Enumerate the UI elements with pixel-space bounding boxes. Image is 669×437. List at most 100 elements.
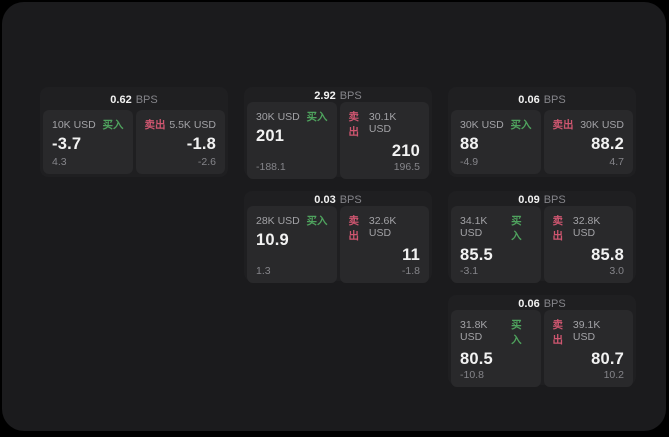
buy-panel-top: 30K USD 买入 xyxy=(460,117,532,132)
sell-side-label: 卖出 xyxy=(144,119,166,131)
sell-panel-top: 卖出 32.6K USD xyxy=(349,213,421,243)
panels-row: 34.1K USD 买入 85.5 -3.1 卖出 32.8K USD 85.8… xyxy=(451,206,633,283)
sell-size-label: 32.6K USD xyxy=(368,215,397,239)
quote-card: 0.06 BPS 31.8K USD 买入 80.5 -10.8 卖出 39.1… xyxy=(448,295,636,387)
sell-size-label: 30.1K USD xyxy=(368,111,397,135)
buy-side-label: 买入 xyxy=(511,319,522,346)
sell-panel-top: 卖出 39.1K USD xyxy=(553,317,625,347)
buy-price: -3.7 xyxy=(52,135,82,153)
bps-suffix: BPS xyxy=(543,94,566,106)
buy-price: 85.5 xyxy=(460,246,493,264)
card-bps-header: 2.92 BPS xyxy=(247,90,429,102)
buy-size-label: 30K USD xyxy=(460,119,504,131)
sell-delta: -1.8 xyxy=(401,265,420,277)
sell-side-label: 卖出 xyxy=(552,119,574,131)
panels-row: 30K USD 买入 88 -4.9 卖出 30K USD 88.2 4.7 xyxy=(451,110,633,174)
buy-price: 10.9 xyxy=(256,231,289,249)
sell-size-label: 32.8K USD xyxy=(572,215,601,239)
sell-delta: 3.0 xyxy=(609,265,624,277)
bps-value: 0.06 xyxy=(518,94,540,106)
buy-side-label: 买入 xyxy=(306,215,328,227)
card-bps-header: 0.06 BPS xyxy=(451,90,633,110)
card-bps-header: 0.03 BPS xyxy=(247,194,429,206)
buy-panel[interactable]: 30K USD 买入 201 -188.1 xyxy=(247,102,337,179)
buy-size-label: 31.8K USD xyxy=(460,319,488,343)
panels-row: 10K USD 买入 -3.7 4.3 卖出 5.5K USD -1.8 -2.… xyxy=(43,110,225,174)
quote-card: 0.09 BPS 34.1K USD 买入 85.5 -3.1 卖出 32.8K… xyxy=(448,191,636,283)
quote-cards-grid: 0.62 BPS 10K USD 买入 -3.7 4.3 卖出 5.5K USD xyxy=(40,87,636,387)
buy-panel[interactable]: 10K USD 买入 -3.7 4.3 xyxy=(43,110,133,174)
card-bps-header: 0.62 BPS xyxy=(43,90,225,110)
buy-panel-top: 28K USD 买入 xyxy=(256,213,328,228)
buy-delta: 1.3 xyxy=(256,265,271,277)
sell-delta: 10.2 xyxy=(603,369,624,381)
sell-size-label: 30K USD xyxy=(580,119,624,131)
buy-delta: -4.9 xyxy=(460,156,479,168)
buy-panel[interactable]: 28K USD 买入 10.9 1.3 xyxy=(247,206,337,283)
bps-suffix: BPS xyxy=(135,94,158,106)
app-container: 0.62 BPS 10K USD 买入 -3.7 4.3 卖出 5.5K USD xyxy=(2,2,666,431)
sell-panel[interactable]: 卖出 32.6K USD 11 -1.8 xyxy=(339,206,429,283)
sell-panel[interactable]: 卖出 30K USD 88.2 4.7 xyxy=(543,110,633,174)
buy-size-label: 28K USD xyxy=(256,215,300,227)
buy-panel-top: 30K USD 买入 xyxy=(256,109,328,124)
bps-value: 0.03 xyxy=(314,194,336,206)
sell-size-label: 39.1K USD xyxy=(572,319,601,343)
panels-row: 31.8K USD 买入 80.5 -10.8 卖出 39.1K USD 80.… xyxy=(451,310,633,387)
sell-panel[interactable]: 卖出 30.1K USD 210 196.5 xyxy=(339,102,429,179)
buy-delta: -10.8 xyxy=(460,369,484,381)
buy-side-label: 买入 xyxy=(510,119,532,131)
buy-side-label: 买入 xyxy=(102,119,124,131)
buy-delta: -3.1 xyxy=(460,265,479,277)
buy-price: 80.5 xyxy=(460,350,493,368)
sell-price: -1.8 xyxy=(186,135,216,153)
quote-card: 2.92 BPS 30K USD 买入 201 -188.1 卖出 30.1K … xyxy=(244,87,432,179)
sell-panel-top: 卖出 30.1K USD xyxy=(349,109,421,139)
buy-panel-top: 31.8K USD 买入 xyxy=(460,317,532,347)
sell-size-label: 5.5K USD xyxy=(169,119,216,131)
sell-side-label: 卖出 xyxy=(348,215,360,242)
card-bps-header: 0.06 BPS xyxy=(451,298,633,310)
sell-panel-top: 卖出 30K USD xyxy=(553,117,625,132)
sell-price: 11 xyxy=(402,246,420,264)
sell-panel-top: 卖出 32.8K USD xyxy=(553,213,625,243)
buy-panel[interactable]: 34.1K USD 买入 85.5 -3.1 xyxy=(451,206,541,283)
card-bps-header: 0.09 BPS xyxy=(451,194,633,206)
sell-panel[interactable]: 卖出 39.1K USD 80.7 10.2 xyxy=(543,310,633,387)
sell-delta: -2.6 xyxy=(197,156,216,168)
buy-side-label: 买入 xyxy=(511,215,522,242)
sell-panel[interactable]: 卖出 5.5K USD -1.8 -2.6 xyxy=(135,110,225,174)
buy-size-label: 34.1K USD xyxy=(460,215,488,239)
bps-value: 0.62 xyxy=(110,94,132,106)
buy-size-label: 10K USD xyxy=(52,119,96,131)
quote-card: 0.03 BPS 28K USD 买入 10.9 1.3 卖出 32.6K US… xyxy=(244,191,432,283)
sell-panel[interactable]: 卖出 32.8K USD 85.8 3.0 xyxy=(543,206,633,283)
buy-panel[interactable]: 30K USD 买入 88 -4.9 xyxy=(451,110,541,174)
buy-panel-top: 10K USD 买入 xyxy=(52,117,124,132)
sell-panel-top: 卖出 5.5K USD xyxy=(145,117,217,132)
panels-row: 28K USD 买入 10.9 1.3 卖出 32.6K USD 11 -1.8 xyxy=(247,206,429,283)
sell-delta: 4.7 xyxy=(609,156,624,168)
bps-value: 0.09 xyxy=(518,194,540,206)
buy-size-label: 30K USD xyxy=(256,111,300,123)
buy-price: 88 xyxy=(460,135,479,153)
quote-card: 0.62 BPS 10K USD 买入 -3.7 4.3 卖出 5.5K USD xyxy=(40,87,228,177)
bps-suffix: BPS xyxy=(543,194,566,206)
sell-price: 210 xyxy=(391,142,420,160)
sell-price: 80.7 xyxy=(591,350,624,368)
sell-side-label: 卖出 xyxy=(552,215,564,242)
bps-suffix: BPS xyxy=(543,298,566,310)
sell-price: 88.2 xyxy=(591,135,624,153)
buy-delta: -188.1 xyxy=(256,161,286,173)
sell-delta: 196.5 xyxy=(393,161,420,173)
bps-value: 0.06 xyxy=(518,298,540,310)
bps-suffix: BPS xyxy=(339,90,362,102)
buy-side-label: 买入 xyxy=(306,111,328,123)
bps-suffix: BPS xyxy=(339,194,362,206)
panels-row: 30K USD 买入 201 -188.1 卖出 30.1K USD 210 1… xyxy=(247,102,429,179)
sell-side-label: 卖出 xyxy=(348,111,360,138)
quote-card: 0.06 BPS 30K USD 买入 88 -4.9 卖出 30K USD xyxy=(448,87,636,177)
buy-panel-top: 34.1K USD 买入 xyxy=(460,213,532,243)
buy-panel[interactable]: 31.8K USD 买入 80.5 -10.8 xyxy=(451,310,541,387)
sell-price: 85.8 xyxy=(591,246,624,264)
